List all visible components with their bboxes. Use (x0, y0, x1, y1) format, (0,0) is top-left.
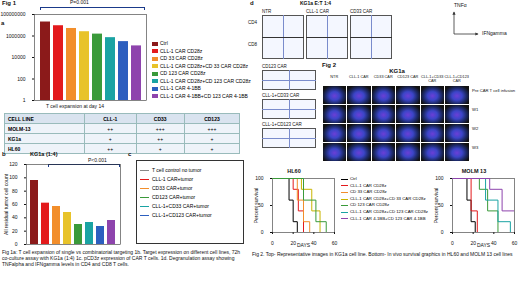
html-text:CLL-1 CAR: CLL-1 CAR (349, 75, 369, 79)
html-text:CD33 CAR+tumor: CD33 CAR+tumor (152, 185, 193, 191)
svg-text:0: 0 (15, 241, 18, 247)
svg-text:Percent survival: Percent survival (253, 188, 259, 224)
svg-text:60: 60 (332, 240, 338, 246)
html-text:T cell control no tumor: T cell control no tumor (152, 167, 202, 173)
svg-text:100: 100 (17, 76, 26, 82)
html-text:c: c (128, 151, 132, 157)
svg-text:40: 40 (311, 240, 317, 246)
html-text:CLL-1 CAR CD28z+CD 33 CAR CD28: CLL-1 CAR CD28z+CD 33 CAR CD28z (160, 62, 248, 69)
svg-text:0: 0 (451, 240, 454, 246)
html-text:CLL-1: CLL-1 (103, 115, 118, 122)
svg-text:0: 0 (441, 229, 444, 235)
html-text:CLL-1+CD33 CAR: CLL-1+CD33 CAR (421, 75, 444, 84)
svg-text:60: 60 (512, 240, 518, 246)
svg-text:100: 100 (9, 174, 18, 180)
html-text:CLL-1 CAR+tumor: CLL-1 CAR+tumor (152, 176, 194, 182)
html-text:MOLM-13: MOLM-13 (8, 125, 31, 132)
html-text:CLL-1 CAR 4-1BB+CD 123 CAR 4-1: CLL-1 CAR 4-1BB+CD 123 CAR 4-1BB (160, 92, 248, 99)
html-text:CLL-1 CAR 4-1BB+CD 123 CAR 4-1: CLL-1 CAR 4-1BB+CD 123 CAR 4-1BB (350, 215, 426, 221)
svg-text:50: 50 (257, 202, 264, 209)
html-text:Fig 2: Fig 2 (322, 62, 336, 68)
html-text:CLL-1 CAR CD28z: CLL-1 CAR CD28z (350, 182, 387, 188)
html-text:TNFα: TNFα (454, 2, 467, 8)
html-text:a: a (1, 20, 5, 26)
html-text:P<0.001: P<0.001 (88, 157, 107, 163)
svg-text:20: 20 (290, 240, 296, 246)
html-text:NTR: NTR (330, 75, 339, 79)
html-text:CD123: CD123 (204, 115, 220, 122)
html-text:CD 33 CAR CD28z: CD 33 CAR CD28z (160, 55, 203, 61)
html-text:CD 123 CAR CD28z: CD 123 CAR CD28z (350, 202, 390, 208)
html-text:Pre CAR T cell infusion: Pre CAR T cell infusion (472, 88, 516, 93)
html-text:CLL-1 CAR CD28z+CD 33 CAR CD28: CLL-1 CAR CD28z+CD 33 CAR CD28z (350, 195, 426, 201)
svg-text:60: 60 (12, 201, 18, 207)
html-text:KG1a: KG1a (8, 135, 22, 142)
html-text:CD123 CAR: CD123 CAR (397, 75, 419, 79)
svg-text:1: 1 (23, 97, 26, 103)
html-text:CLL-1 CAR CD28z+CD 123 CAR CD2: CLL-1 CAR CD28z+CD 123 CAR CD28z (160, 77, 251, 84)
svg-text:10000: 10000 (12, 54, 26, 60)
html-text:KG1a (1:4): KG1a (1:4) (30, 151, 58, 157)
svg-text:40: 40 (12, 214, 18, 220)
html-text:CLL-1+CD123 CAR: CLL-1+CD123 CAR (262, 122, 302, 127)
html-text:Fig 1a: T cell expansion of si: Fig 1a: T cell expansion of single vs co… (2, 249, 241, 267)
html-text:CD123 CAR+tumor: CD123 CAR+tumor (152, 194, 196, 200)
svg-text:20: 20 (12, 228, 18, 234)
svg-text:100000000: 100000000 (0, 11, 25, 17)
html-text:MOLM 13: MOLM 13 (461, 168, 487, 174)
svg-text:80: 80 (12, 188, 18, 194)
html-text:d: d (250, 0, 254, 6)
html-text:HL60: HL60 (8, 145, 21, 152)
html-text:P=0.001: P=0.001 (70, 0, 89, 5)
svg-text:50: 50 (437, 202, 444, 209)
html-text:b: b (2, 151, 6, 157)
html-text:CLL-1 CAR 4-1BB: CLL-1 CAR 4-1BB (160, 85, 201, 91)
html-text:Fig 1: Fig 1 (2, 0, 16, 6)
html-text:CELL LINE: CELL LINE (8, 115, 34, 122)
svg-text:0: 0 (261, 229, 264, 235)
svg-text:1000000: 1000000 (6, 33, 26, 39)
html-text:CLL-1 CAR CD28z: CLL-1 CAR CD28z (160, 47, 203, 54)
html-text:NTR: NTR (262, 9, 272, 14)
svg-text:Percent survival: Percent survival (433, 188, 439, 224)
html-text:KG1a E:T 1:4: KG1a E:T 1:4 (300, 0, 332, 6)
html-text:CLL-1+CD123 CAR+tumor: CLL-1+CD123 CAR+tumor (152, 212, 212, 218)
svg-text:120: 120 (9, 161, 18, 167)
svg-text:DAYS: DAYS (297, 242, 311, 248)
html-text:T cell expansion at day 14: T cell expansion at day 14 (46, 103, 104, 109)
html-text:CLL-1+CD33 CAR+tumor: CLL-1+CD33 CAR+tumor (152, 203, 209, 209)
html-text:HL60: HL60 (287, 168, 301, 174)
svg-text:20: 20 (470, 240, 476, 246)
svg-text:DAYS: DAYS (477, 242, 491, 248)
html-text:W2: W2 (472, 126, 479, 131)
html-text:CD8: CD8 (248, 42, 257, 47)
html-text:Fig 2. Top- Representative ima: Fig 2. Top- Representative images in KG1… (252, 251, 513, 257)
svg-text:100: 100 (255, 175, 264, 181)
svg-text:0: 0 (271, 240, 274, 246)
html-text:CD 33 CAR CD28z: CD 33 CAR CD28z (350, 189, 387, 195)
html-text:CD33 CAR: CD33 CAR (350, 9, 373, 14)
html-text:CLL-1+CD123 CAR: CLL-1+CD123 CAR (444, 75, 469, 84)
html-text:CLL-1 CAR: CLL-1 CAR (306, 9, 329, 14)
html-text:CD33 CAR: CD33 CAR (373, 75, 393, 79)
html-text:CLL-1+CD33 CAR: CLL-1+CD33 CAR (262, 93, 300, 98)
svg-text:40: 40 (491, 240, 497, 246)
html-text:CD4: CD4 (248, 20, 257, 25)
html-text:IFNgamma: IFNgamma (482, 30, 507, 36)
html-text:W3: W3 (472, 145, 479, 150)
html-text:Ctrl: Ctrl (350, 176, 357, 181)
svg-text:All residual tumor cell count: All residual tumor cell count (3, 173, 9, 235)
html-text:CD123 CAR: CD123 CAR (262, 64, 287, 69)
html-text:CLL-1 CAR CD28z+CD 123 CAR CD2: CLL-1 CAR CD28z+CD 123 CAR CD28z (350, 209, 428, 214)
html-text:CD 123 CAR CD28z: CD 123 CAR CD28z (160, 70, 206, 76)
html-text:W1: W1 (472, 107, 479, 112)
html-text:Ctrl: Ctrl (160, 40, 168, 46)
html-text:KG1a: KG1a (389, 68, 405, 74)
html-text:CD33: CD33 (153, 115, 167, 122)
svg-text:100: 100 (435, 175, 444, 181)
